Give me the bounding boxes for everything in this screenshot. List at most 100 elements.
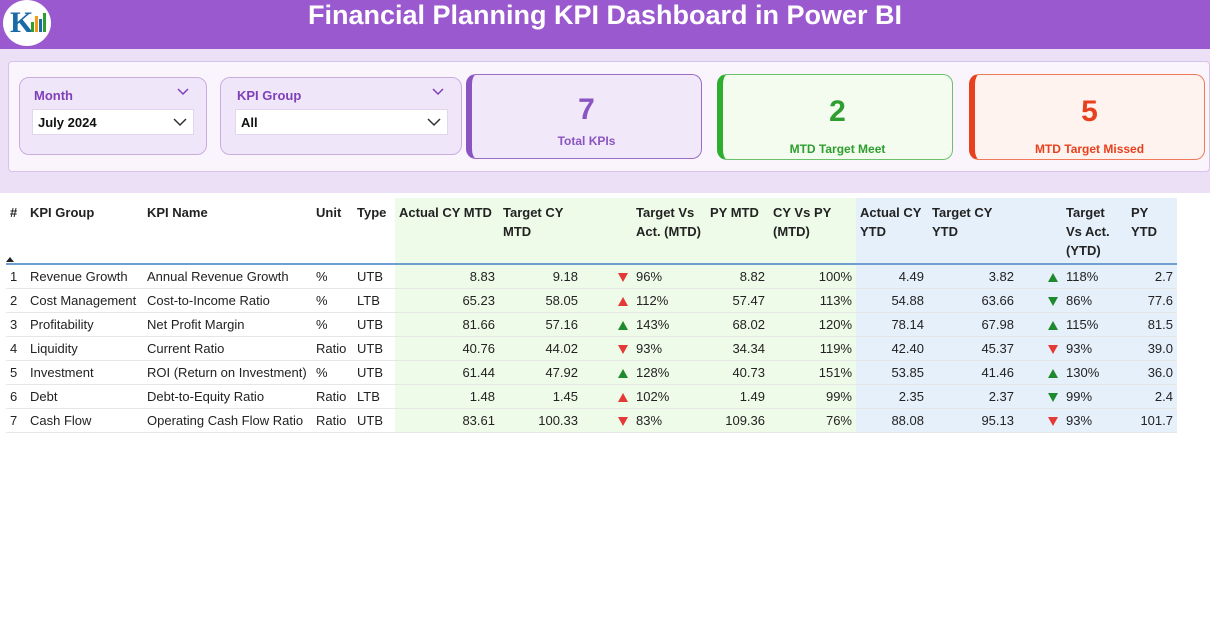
table-cell-py-mtd: 1.49 <box>706 384 769 409</box>
table-cell-cvp-mtd: 113% <box>769 288 856 313</box>
table-cell-cvp-mtd: 120% <box>769 312 856 337</box>
table-cell-act-mtd: 8.83 <box>395 264 499 289</box>
triangle-down-icon <box>618 344 628 354</box>
table-cell-tva-mtd: 96% <box>632 264 706 289</box>
column-header[interactable]: Target CY MTD <box>499 198 582 265</box>
table-row[interactable]: 2 Cost Management Cost-to-Income Ratio% LTB… <box>6 288 1177 313</box>
column-header[interactable]: KPI Group <box>26 198 143 265</box>
table-cell-act-mtd: 83.61 <box>395 408 499 433</box>
triangle-up-icon <box>618 320 628 330</box>
kpi-group-dropdown[interactable]: All <box>235 109 448 135</box>
column-header[interactable]: CY Vs PY (MTD) <box>769 198 856 265</box>
chevron-down-icon[interactable] <box>176 86 190 98</box>
table-cell-py-ytd: 2.7 <box>1127 264 1177 289</box>
table-cell-py-mtd: 40.73 <box>706 360 769 385</box>
column-header[interactable]: Target Vs Act. (MTD) <box>632 198 706 265</box>
table-cell-tgt-mtd: 57.16 <box>499 312 582 337</box>
table-cell-act-ytd: 2.35 <box>856 384 928 409</box>
table-cell-type: UTB <box>353 264 395 289</box>
table-cell-num: 1 <box>6 264 26 289</box>
mtd-target-meet-card: 2 MTD Target Meet <box>717 74 953 160</box>
month-slicer-label: Month <box>34 88 73 103</box>
table-cell-py-ytd: 36.0 <box>1127 360 1177 385</box>
table-cell-py-ytd: 81.5 <box>1127 312 1177 337</box>
table-cell-py-mtd: 68.02 <box>706 312 769 337</box>
table-cell-tva-ytd: 99% <box>1062 384 1127 409</box>
mtd-target-meet-value: 2 <box>829 95 846 128</box>
triangle-down-icon <box>618 416 628 426</box>
sort-ascending-icon[interactable] <box>6 257 14 262</box>
chevron-down-icon[interactable] <box>431 86 445 98</box>
table-cell-tva-ytd: 86% <box>1062 288 1127 313</box>
triangle-up-icon <box>618 392 628 402</box>
table-cell-tgt-mtd: 100.33 <box>499 408 582 433</box>
table-cell-tgt-mtd: 44.02 <box>499 336 582 361</box>
table-header-row: # KPI Group KPI Name Unit Type Actual CY… <box>6 198 1177 265</box>
table-cell-tva-mtd: 83% <box>632 408 706 433</box>
column-header[interactable]: PY YTD <box>1127 198 1177 265</box>
table-cell-tgt-ytd: 95.13 <box>928 408 1018 433</box>
table-row[interactable]: 7 Cash Flow Operating Cash Flow Ratio Ratio… <box>6 408 1177 433</box>
mtd-target-meet-label: MTD Target Meet <box>789 142 886 156</box>
status-indicator <box>582 360 632 385</box>
column-header[interactable]: Type <box>353 198 395 265</box>
column-header[interactable]: Actual CY MTD <box>395 198 499 265</box>
table-cell-group: Cost Management <box>26 288 143 313</box>
status-indicator <box>1018 288 1062 313</box>
status-indicator <box>1018 264 1062 289</box>
table-cell-unit: % <box>312 264 353 289</box>
table-cell-cvp-mtd: 100% <box>769 264 856 289</box>
table-cell-unit: % <box>312 288 353 313</box>
table-cell-py-ytd: 101.7 <box>1127 408 1177 433</box>
table-cell-act-mtd: 61.44 <box>395 360 499 385</box>
table-cell-num: 3 <box>6 312 26 337</box>
status-indicator <box>582 336 632 361</box>
table-cell-tgt-ytd: 41.46 <box>928 360 1018 385</box>
table-cell-name: Debt-to-Equity Ratio <box>143 384 312 409</box>
table-row[interactable]: 3 Profitability Net Profit Margin% UTB 81.66… <box>6 312 1177 337</box>
dashboard-header: K Financial Planning KPI Dashboard in Po… <box>0 0 1210 49</box>
table-cell-num: 7 <box>6 408 26 433</box>
table-row[interactable]: 4 Liquidity Current Ratio Ratio UTB 40.76 44.0… <box>6 336 1177 361</box>
table-cell-type: UTB <box>353 312 395 337</box>
table-row[interactable]: 5 Investment ROI (Return on Investment)% UT… <box>6 360 1177 385</box>
column-header[interactable]: Target Vs Act. (YTD) <box>1062 198 1127 265</box>
chevron-down-icon <box>173 118 187 127</box>
triangle-up-icon <box>618 296 628 306</box>
column-header[interactable]: Unit <box>312 198 353 265</box>
triangle-up-icon <box>618 368 628 378</box>
kpi-group-slicer: KPI Group All <box>220 77 462 155</box>
column-header[interactable]: KPI Name <box>143 198 312 265</box>
status-indicator <box>1018 336 1062 361</box>
column-header[interactable]: PY MTD <box>706 198 769 265</box>
table-cell-tva-ytd: 93% <box>1062 408 1127 433</box>
table-row[interactable]: 1 Revenue Growth Annual Revenue Growth% UTB… <box>6 264 1177 289</box>
table-cell-act-ytd: 53.85 <box>856 360 928 385</box>
table-cell-py-ytd: 2.4 <box>1127 384 1177 409</box>
column-header[interactable] <box>1018 198 1062 265</box>
table-cell-act-mtd: 65.23 <box>395 288 499 313</box>
table-cell-act-ytd: 4.49 <box>856 264 928 289</box>
status-indicator <box>1018 384 1062 409</box>
table-cell-act-mtd: 81.66 <box>395 312 499 337</box>
triangle-down-icon <box>1048 392 1058 402</box>
table-cell-act-ytd: 54.88 <box>856 288 928 313</box>
table-row[interactable]: 6 Debt Debt-to-Equity Ratio Ratio LTB 1.48 1.4… <box>6 384 1177 409</box>
table-cell-py-mtd: 8.82 <box>706 264 769 289</box>
triangle-up-icon <box>1048 272 1058 282</box>
column-header[interactable] <box>582 198 632 265</box>
kpi-group-value: All <box>241 115 258 130</box>
chevron-down-icon <box>427 118 441 127</box>
page-title: Financial Planning KPI Dashboard in Powe… <box>307 0 903 30</box>
table-cell-tgt-ytd: 63.66 <box>928 288 1018 313</box>
month-dropdown[interactable]: July 2024 <box>32 109 194 135</box>
table-cell-act-ytd: 88.08 <box>856 408 928 433</box>
column-header[interactable]: Actual CY YTD <box>856 198 928 265</box>
table-cell-tgt-mtd: 9.18 <box>499 264 582 289</box>
table-cell-act-mtd: 40.76 <box>395 336 499 361</box>
svg-text:K: K <box>10 6 34 39</box>
column-header[interactable]: # <box>6 198 26 265</box>
triangle-down-icon <box>1048 416 1058 426</box>
column-header[interactable]: Target CY YTD <box>928 198 1018 265</box>
table-cell-cvp-mtd: 151% <box>769 360 856 385</box>
